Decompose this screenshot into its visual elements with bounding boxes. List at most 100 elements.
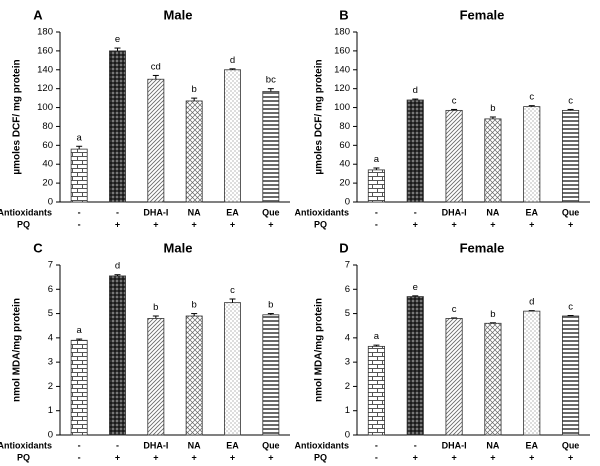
row-label-pq: PQ: [314, 219, 327, 229]
x-tick-label-pq: +: [268, 219, 273, 229]
bar-dha-i: [147, 318, 165, 436]
x-tick-label-pq: +: [230, 452, 235, 462]
x-tick-label-antioxidant: -: [116, 440, 119, 450]
x-tick-label-pq: +: [192, 219, 197, 229]
x-tick-label-antioxidant: -: [414, 440, 417, 450]
y-axis-label: µmoles DCF/ mg protein: [12, 59, 23, 174]
significance-letter: c: [230, 285, 235, 296]
significance-letter: a: [77, 132, 83, 143]
x-tick-label-pq: +: [268, 452, 273, 462]
x-tick-label-antioxidant: -: [375, 207, 378, 217]
x-tick-label-antioxidant: NA: [188, 440, 201, 450]
chart-panel-c: C Male nmol MDA/mg protein 0 1 2 3 4 5 6 7 a d b b c b An…: [0, 240, 290, 462]
x-tick-label-pq: +: [529, 452, 534, 462]
bar-ea: [523, 106, 541, 203]
significance-letter: a: [374, 154, 380, 165]
y-tick-label: 60: [339, 140, 350, 151]
x-tick-label-pq: +: [413, 452, 418, 462]
row-label-antioxidants: Antioxidants: [294, 207, 349, 217]
bar-pq: [406, 296, 424, 436]
x-tick-label-pq: +: [192, 452, 197, 462]
y-tick-label: 80: [42, 121, 53, 132]
panel-letter: A: [33, 7, 43, 22]
y-tick-label: 0: [345, 430, 350, 441]
x-tick-label-antioxidant: -: [78, 440, 81, 450]
x-tick-label-antioxidant: NA: [486, 440, 499, 450]
y-tick-label: 140: [334, 64, 350, 75]
significance-letter: c: [568, 302, 573, 313]
x-tick-label-antioxidant: NA: [486, 207, 499, 217]
chart-panel-d: D Female nmol MDA/mg protein 0 1 2 3 4 5 6 7 a e c b d c…: [294, 240, 590, 462]
bar-que: [262, 91, 280, 203]
y-axis-label: nmol MDA/mg protein: [314, 298, 325, 402]
x-tick-label-pq: +: [153, 219, 158, 229]
x-tick-label-antioxidant: DHA-I: [442, 207, 467, 217]
x-tick-label-antioxidant: -: [375, 440, 378, 450]
y-tick-label: 40: [339, 159, 350, 170]
panel-letter: D: [339, 240, 348, 255]
x-tick-label-antioxidant: -: [414, 207, 417, 217]
x-tick-label-pq: +: [413, 219, 418, 229]
significance-letter: b: [490, 103, 495, 114]
bar-que: [562, 315, 580, 436]
significance-letter: d: [230, 55, 235, 66]
x-tick-label-antioxidant: DHA-I: [143, 207, 168, 217]
bar-control: [367, 169, 385, 203]
x-tick-label-antioxidant: EA: [525, 207, 538, 217]
y-tick-label: 1: [345, 405, 350, 416]
bar-na: [484, 322, 502, 436]
x-tick-label-pq: -: [375, 219, 378, 229]
significance-letter: b: [192, 84, 197, 95]
y-tick-label: 0: [345, 197, 350, 208]
x-tick-label-antioxidant: Que: [262, 440, 280, 450]
chart-panel-b: B Female µmoles DCF/ mg protein 0 20 40 60 80 10…: [294, 7, 590, 229]
x-tick-label-pq: +: [230, 219, 235, 229]
y-tick-label: 3: [345, 357, 350, 368]
y-tick-label: 40: [42, 159, 53, 170]
significance-letter: b: [268, 300, 273, 311]
y-axis-label: µmoles DCF/ mg protein: [314, 59, 325, 174]
row-label-pq: PQ: [17, 219, 30, 229]
y-tick-label: 120: [334, 83, 350, 94]
x-tick-label-antioxidant: NA: [188, 207, 201, 217]
x-tick-label-antioxidant: EA: [525, 440, 538, 450]
bar-pq: [406, 99, 424, 203]
y-tick-label: 1: [48, 405, 53, 416]
significance-letter: d: [413, 85, 418, 96]
significance-letter: c: [452, 304, 457, 315]
bar-na: [185, 315, 203, 436]
x-tick-label-pq: +: [490, 219, 495, 229]
y-tick-label: 6: [48, 284, 53, 295]
y-tick-label: 60: [42, 140, 53, 151]
chart-title: Female: [460, 240, 505, 255]
significance-letter: c: [452, 95, 457, 106]
significance-letter: a: [374, 331, 380, 342]
x-tick-label-antioxidant: Que: [562, 207, 580, 217]
x-tick-label-pq: -: [78, 219, 81, 229]
y-tick-label: 7: [345, 260, 350, 271]
x-tick-label-antioxidant: DHA-I: [143, 440, 168, 450]
y-tick-label: 20: [42, 178, 53, 189]
bar-pq: [109, 50, 126, 203]
x-tick-label-pq: -: [375, 452, 378, 462]
significance-letter: e: [115, 34, 120, 45]
y-axis-label: nmol MDA/mg protein: [12, 298, 23, 402]
significance-letter: c: [568, 95, 573, 106]
x-tick-label-pq: -: [78, 452, 81, 462]
y-tick-label: 7: [48, 260, 53, 271]
bar-que: [562, 109, 580, 203]
chart-title: Male: [164, 7, 193, 22]
y-tick-label: 4: [345, 332, 350, 343]
bar-dha-i: [147, 78, 165, 203]
x-tick-label-pq: +: [451, 452, 456, 462]
bar-ea: [224, 69, 241, 203]
panel-letter: B: [339, 7, 348, 22]
x-tick-label-antioxidant: EA: [226, 440, 239, 450]
significance-letter: cd: [151, 61, 161, 72]
y-tick-label: 120: [37, 83, 53, 94]
y-tick-label: 160: [334, 45, 350, 56]
x-tick-label-antioxidant: EA: [226, 207, 239, 217]
x-tick-label-antioxidant: -: [116, 207, 119, 217]
bar-dha-i: [445, 109, 463, 203]
